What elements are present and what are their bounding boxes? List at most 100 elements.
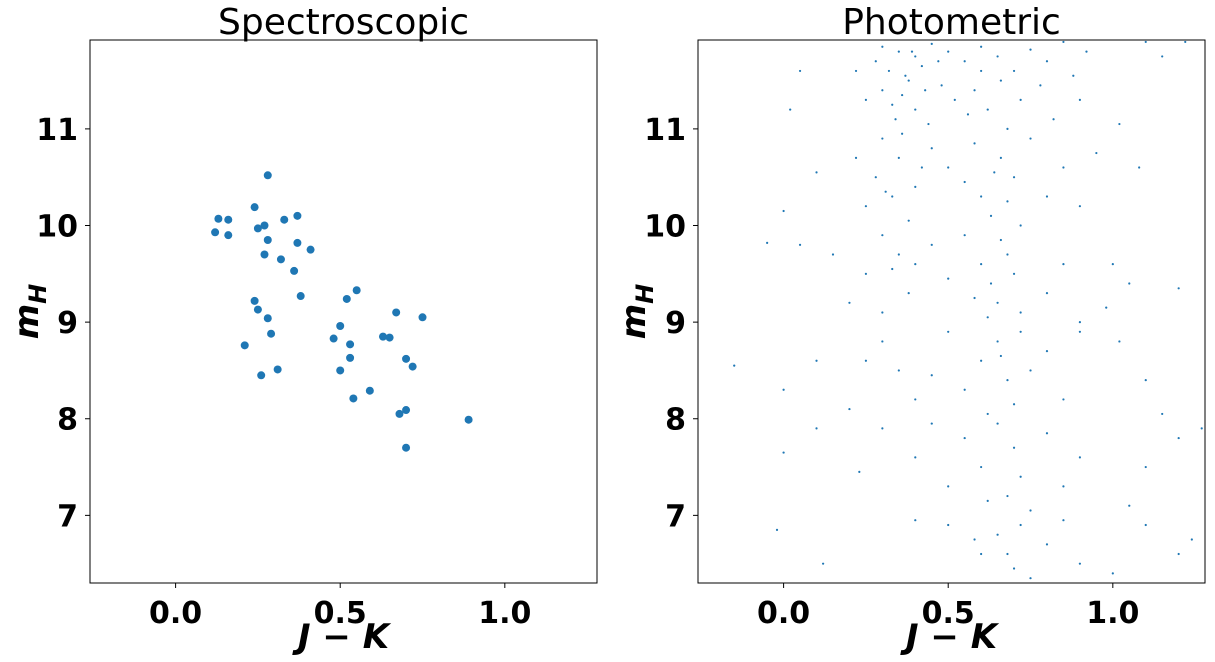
point bbox=[1012, 403, 1016, 406]
point bbox=[1019, 475, 1022, 478]
point bbox=[815, 427, 818, 430]
point bbox=[854, 69, 858, 73]
point bbox=[342, 294, 351, 303]
point bbox=[980, 359, 983, 362]
point bbox=[1062, 166, 1065, 169]
point bbox=[293, 211, 302, 220]
point bbox=[402, 406, 411, 415]
point bbox=[1085, 50, 1088, 53]
point bbox=[894, 118, 897, 121]
point bbox=[986, 108, 989, 111]
point bbox=[402, 354, 411, 363]
point bbox=[999, 354, 1002, 358]
point bbox=[897, 369, 900, 372]
point bbox=[224, 215, 233, 224]
point bbox=[822, 562, 825, 565]
point bbox=[1029, 509, 1032, 512]
point bbox=[1045, 432, 1049, 435]
point bbox=[973, 89, 976, 92]
y-axis-label-sub: H bbox=[631, 284, 659, 304]
y-tick-label: 10 bbox=[36, 210, 78, 245]
point bbox=[1111, 572, 1114, 575]
y-axis-label-base: m bbox=[614, 304, 654, 339]
point bbox=[864, 98, 868, 102]
y-axis-label-base: m bbox=[7, 304, 47, 339]
point bbox=[1144, 378, 1147, 382]
point bbox=[999, 238, 1002, 242]
point bbox=[993, 171, 996, 174]
point bbox=[1012, 446, 1016, 449]
panel: Photometric 7 8 9 10 11 0.0 0.5 1.0 J − K mH bbox=[614, 2, 1206, 657]
point bbox=[1019, 311, 1022, 314]
point bbox=[930, 422, 933, 425]
point bbox=[815, 171, 818, 174]
point bbox=[914, 185, 917, 188]
point bbox=[1062, 485, 1065, 488]
point bbox=[999, 79, 1002, 82]
point bbox=[1029, 137, 1032, 140]
point bbox=[346, 340, 355, 349]
point bbox=[930, 42, 933, 45]
point bbox=[782, 388, 785, 391]
point bbox=[214, 214, 223, 223]
y-tick-label: 8 bbox=[665, 403, 686, 438]
point bbox=[379, 332, 388, 341]
point bbox=[306, 245, 315, 254]
point bbox=[947, 166, 950, 169]
point bbox=[250, 203, 259, 212]
point bbox=[930, 147, 933, 150]
point bbox=[996, 301, 999, 304]
point bbox=[1078, 98, 1081, 102]
point bbox=[402, 443, 411, 452]
point bbox=[267, 329, 276, 338]
point bbox=[1006, 378, 1009, 382]
point bbox=[897, 156, 900, 159]
point bbox=[907, 79, 910, 82]
point bbox=[930, 374, 933, 377]
y-tick-label: 8 bbox=[57, 403, 78, 438]
point bbox=[980, 195, 983, 198]
point bbox=[963, 388, 966, 391]
x-axis-label: J − K bbox=[292, 617, 392, 657]
point bbox=[1029, 577, 1032, 580]
point bbox=[1039, 84, 1042, 87]
y-axis-label: mH bbox=[7, 284, 52, 340]
point bbox=[884, 190, 887, 193]
point bbox=[257, 371, 266, 380]
point bbox=[854, 156, 858, 159]
point bbox=[1012, 176, 1016, 179]
point bbox=[920, 166, 923, 169]
point bbox=[352, 286, 361, 295]
point bbox=[1006, 494, 1009, 498]
point bbox=[999, 156, 1002, 159]
point bbox=[1012, 272, 1016, 275]
point bbox=[1029, 369, 1032, 372]
y-tick-label: 9 bbox=[57, 306, 78, 341]
point bbox=[1062, 398, 1065, 401]
point bbox=[980, 69, 983, 73]
point bbox=[897, 253, 900, 256]
panel: Spectroscopic 7 8 9 10 11 0.0 0.5 1.0 J − K mH bbox=[7, 2, 598, 657]
point bbox=[897, 50, 900, 53]
point bbox=[920, 64, 923, 68]
point bbox=[1078, 562, 1081, 565]
axes-frame bbox=[89, 39, 598, 584]
point bbox=[329, 334, 338, 343]
point bbox=[947, 330, 950, 333]
point bbox=[930, 243, 933, 246]
point bbox=[276, 255, 285, 264]
point bbox=[1138, 166, 1141, 169]
point bbox=[901, 93, 904, 97]
point bbox=[963, 180, 966, 184]
y-axis-label: mH bbox=[614, 284, 659, 340]
point bbox=[1095, 151, 1098, 155]
point bbox=[1144, 523, 1147, 527]
point bbox=[733, 364, 736, 367]
point bbox=[1012, 69, 1016, 73]
point bbox=[947, 277, 950, 280]
point bbox=[963, 60, 966, 63]
point bbox=[1062, 263, 1065, 266]
point bbox=[940, 84, 943, 87]
x-tick-label: 0.0 bbox=[757, 596, 810, 631]
